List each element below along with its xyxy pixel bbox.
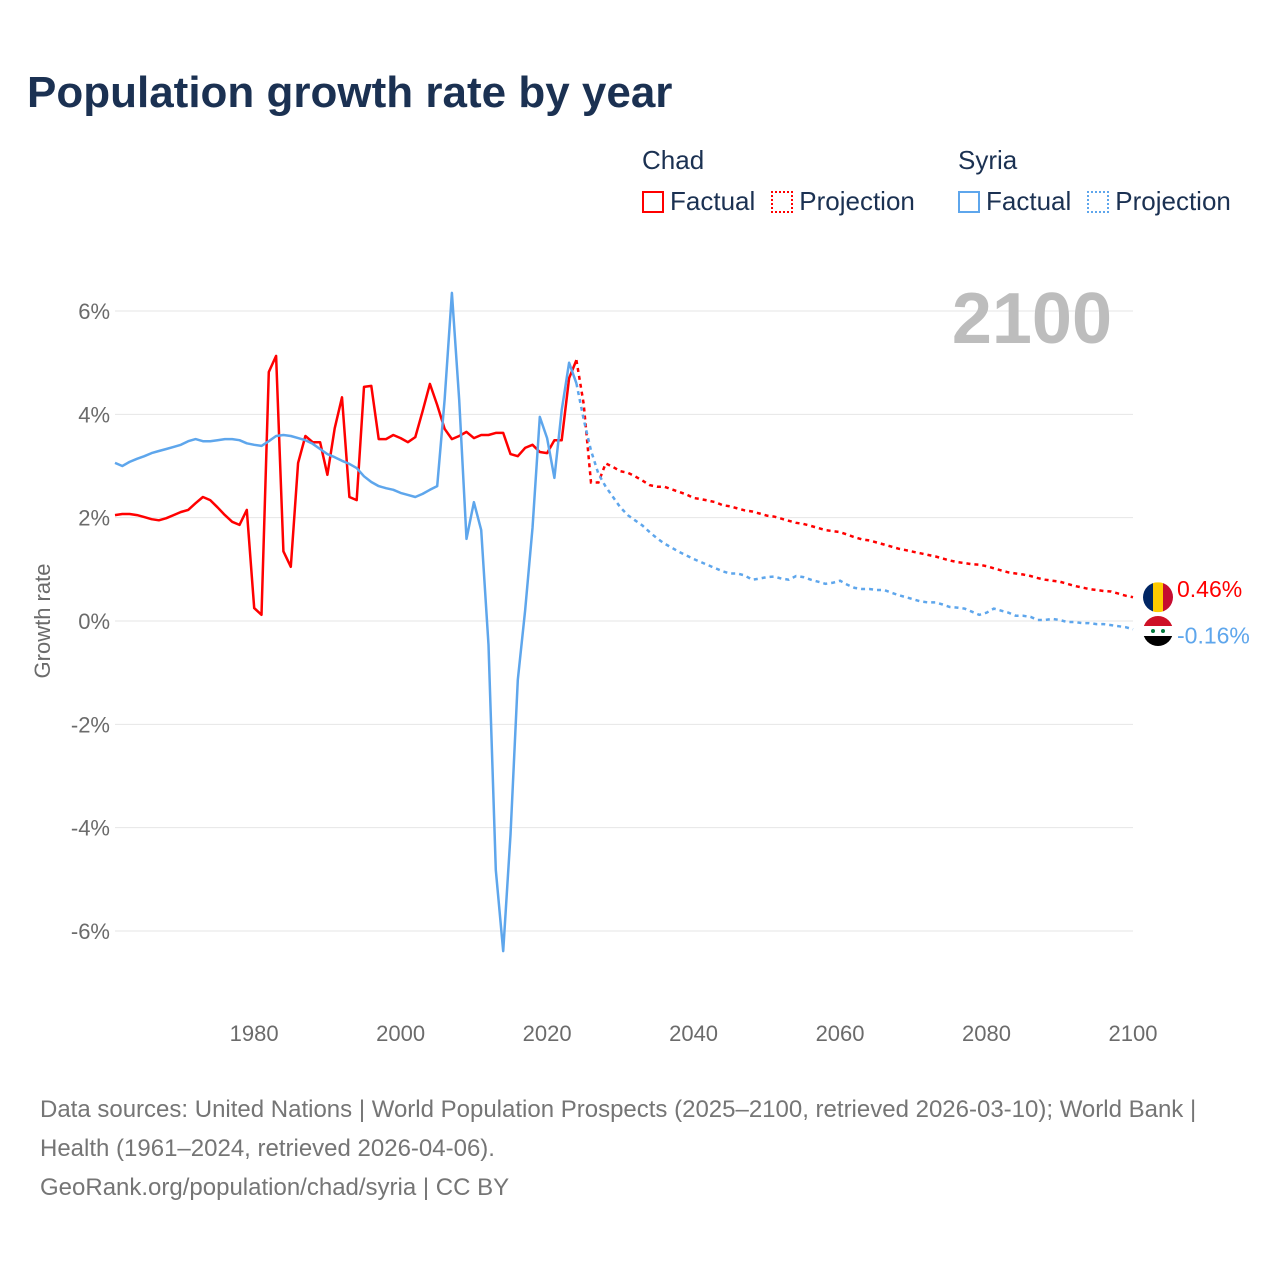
y-tick-label: 2%: [78, 506, 110, 531]
legend-chad-factual[interactable]: Factual: [642, 186, 755, 217]
syria-end-label: -0.16%: [1177, 622, 1250, 648]
legend-chad-projection[interactable]: Projection: [771, 186, 915, 217]
y-axis-label: Growth rate: [30, 564, 55, 679]
y-tick-label: 6%: [78, 299, 110, 324]
y-tick-label: -2%: [71, 712, 110, 737]
chad-flag-icon: [1143, 582, 1173, 613]
syria-flag-icon: [1143, 616, 1173, 646]
x-tick-label: 2020: [523, 1021, 572, 1046]
legend-syria: Syria Factual Projection: [958, 145, 1231, 217]
legend-syria-projection[interactable]: Projection: [1087, 186, 1231, 217]
data-sources: Data sources: United Nations | World Pop…: [40, 1096, 1197, 1162]
legend-label: Factual: [986, 186, 1072, 216]
y-tick-label: 0%: [78, 609, 110, 634]
syria-projection-line: [575, 383, 1134, 631]
chart-title: Population growth rate by year: [27, 68, 673, 117]
legend-swatch-icon: [1087, 190, 1110, 213]
legend-swatch-icon: [771, 190, 794, 213]
syria-factual-line: [114, 291, 578, 953]
legend-syria-factual[interactable]: Factual: [958, 186, 1071, 217]
chad-end-label: 0.46%: [1177, 576, 1242, 602]
x-tick-label: 2100: [1109, 1021, 1158, 1046]
chad-factual-line: [114, 354, 578, 617]
x-tick-label: 2000: [376, 1021, 425, 1046]
x-tick-label: 1980: [230, 1021, 279, 1046]
legend-label: Projection: [1115, 186, 1231, 216]
legend-swatch-icon: [642, 190, 664, 213]
legend-label: Projection: [799, 186, 915, 216]
legend-label: Factual: [670, 186, 756, 216]
legend-swatch-icon: [958, 190, 980, 213]
chart-plot: 6% 4% 2% 0% -2% -4% -6% 1980 2000 2020 2040 2060 208…: [30, 291, 1250, 1046]
y-tick-label: 4%: [78, 402, 110, 427]
current-year-label: 2100: [951, 279, 1112, 359]
chad-projection-line: [575, 359, 1134, 599]
credit-link[interactable]: GeoRank.org/population/chad/syria | CC B…: [40, 1174, 510, 1201]
legend-chad: Chad Factual Projection: [642, 145, 915, 217]
x-tick-label: 2060: [816, 1021, 865, 1046]
legend-group-name: Syria: [958, 145, 1018, 175]
legend-group-name: Chad: [642, 145, 705, 175]
y-tick-label: -6%: [71, 919, 110, 944]
x-tick-label: 2080: [962, 1021, 1011, 1046]
y-tick-label: -4%: [71, 816, 110, 841]
footer: Data sources: United Nations | World Pop…: [40, 1090, 1240, 1207]
x-tick-label: 2040: [669, 1021, 718, 1046]
